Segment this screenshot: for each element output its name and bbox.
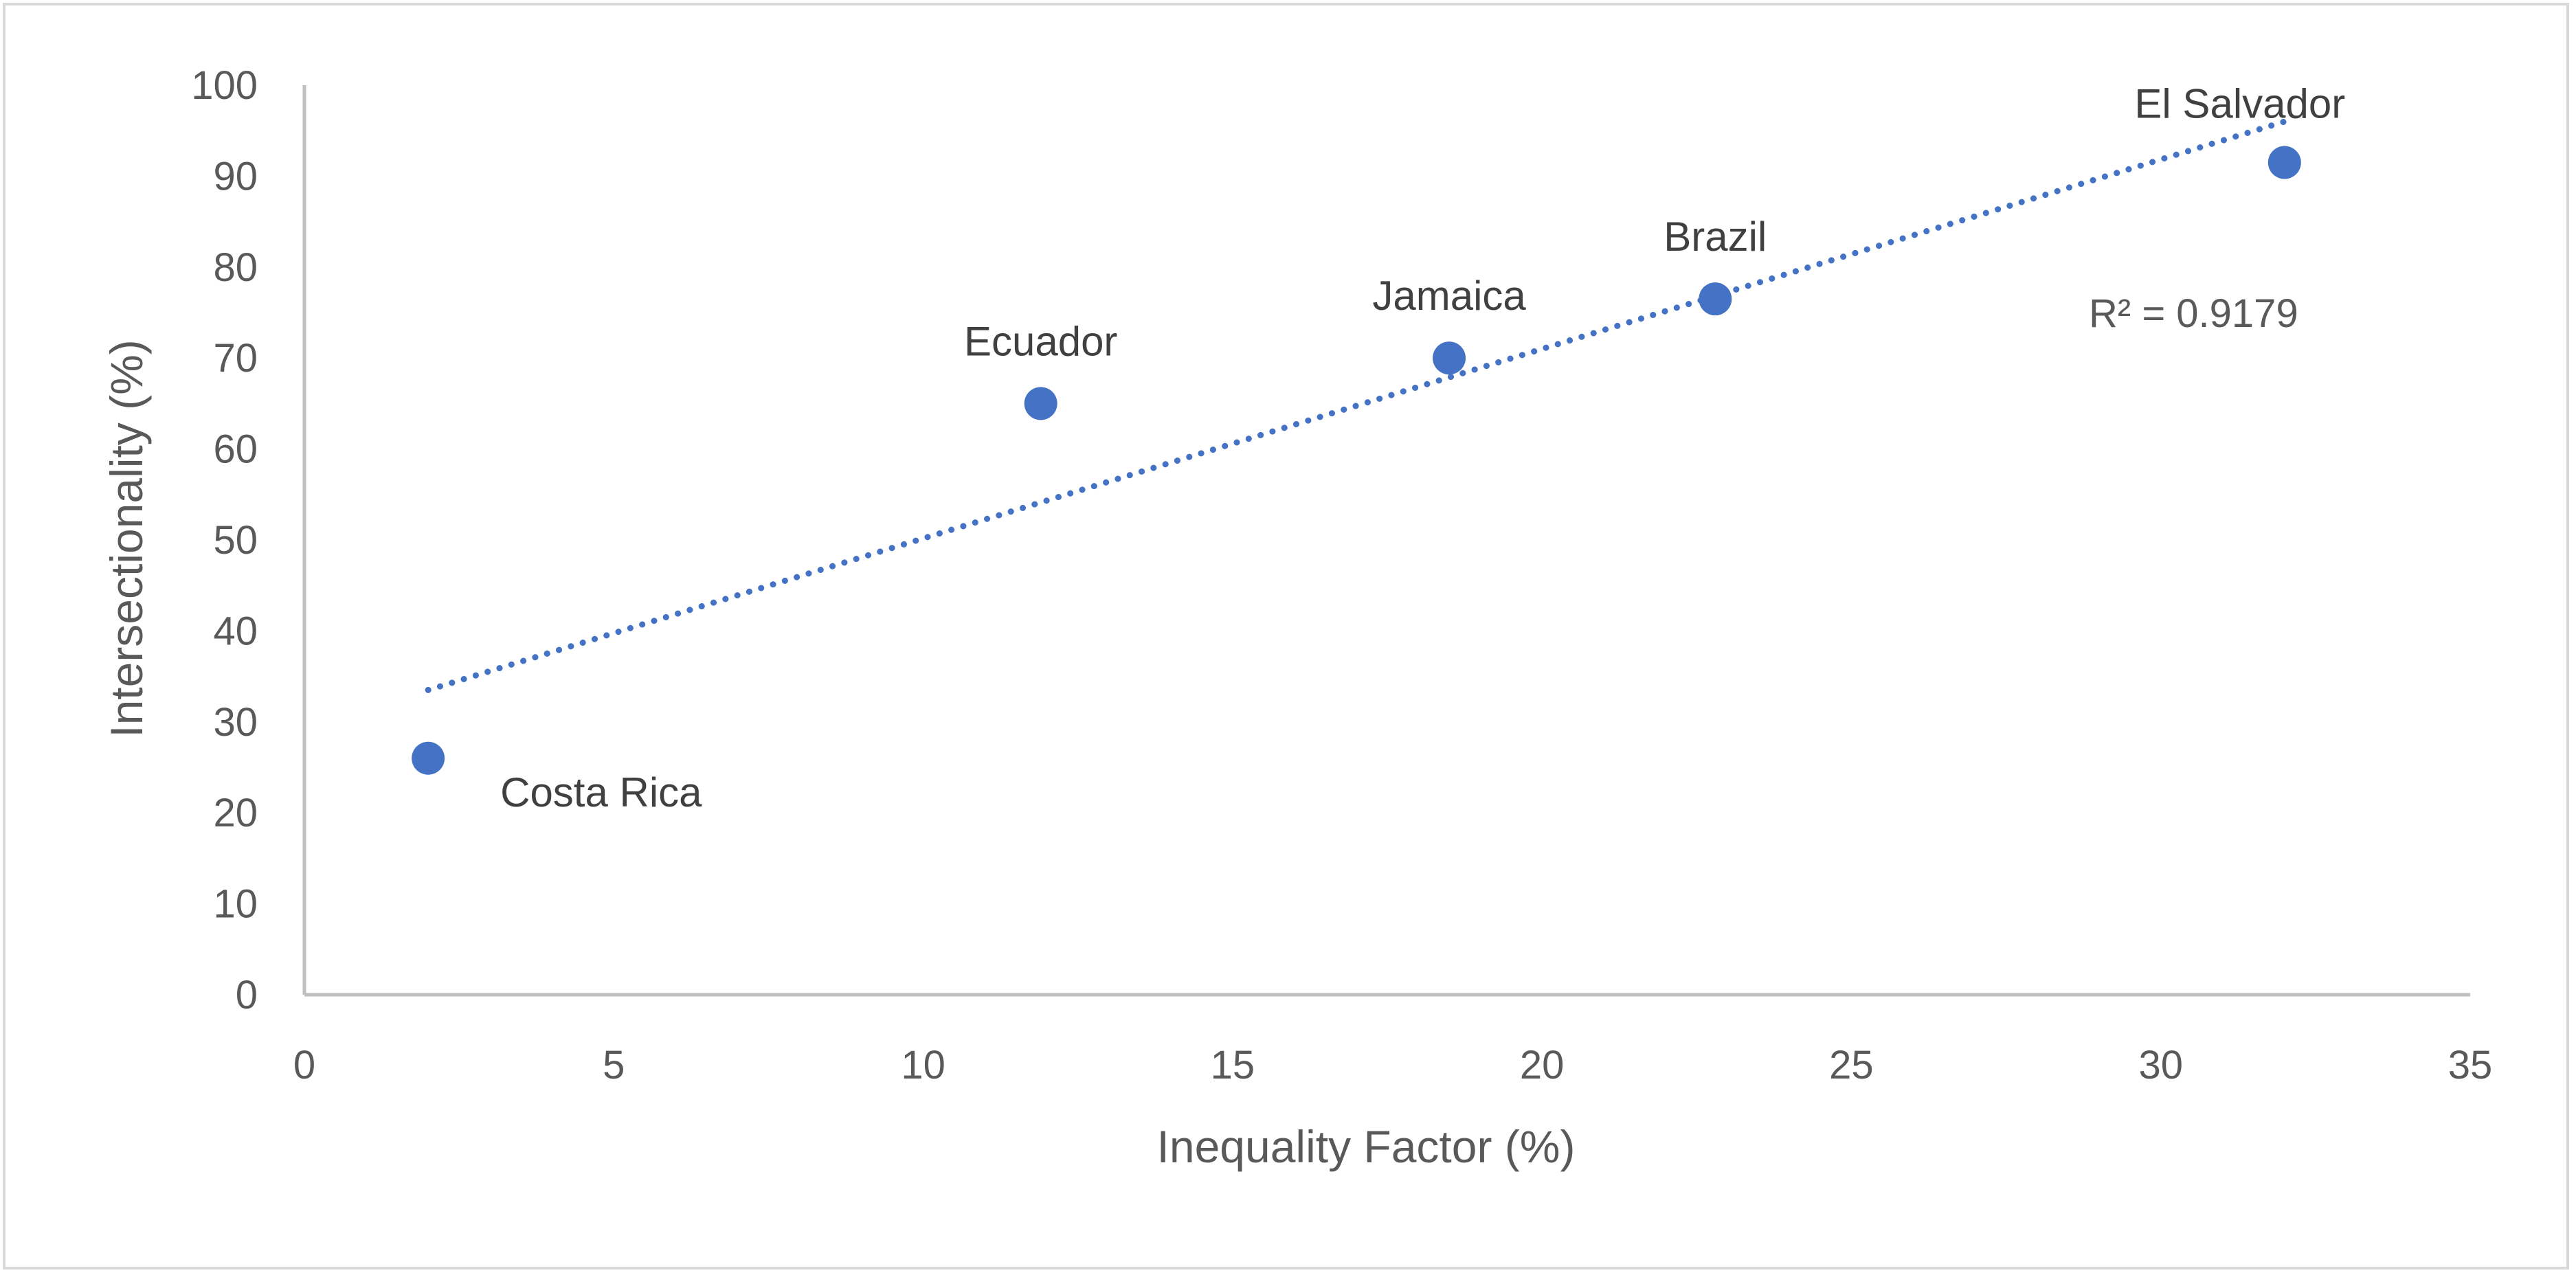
y-tick-labels: 0 10 20 30 40 50 60 70 80 90 100 (191, 63, 258, 1017)
y-tick-label-20: 20 (213, 791, 258, 835)
r-squared-label: R² = 0.9179 (2089, 291, 2298, 336)
y-tick-label-90: 90 (213, 154, 258, 199)
y-tick-label-60: 60 (213, 427, 258, 472)
x-tick-label-35: 35 (2448, 1043, 2493, 1087)
x-tick-label-10: 10 (901, 1043, 945, 1087)
y-tick-label-80: 80 (213, 245, 258, 290)
x-axis-title: Inequality Factor (%) (1157, 1121, 1576, 1172)
data-points (412, 146, 2301, 775)
data-label-brazil: Brazil (1664, 214, 1767, 260)
data-point-jamaica (1433, 341, 1466, 375)
y-tick-label-10: 10 (213, 882, 258, 927)
data-point-costa-rica (412, 741, 445, 775)
chart-frame (3, 3, 2569, 1270)
y-tick-label-70: 70 (213, 336, 258, 381)
data-label-jamaica: Jamaica (1372, 273, 1526, 319)
data-label-ecuador: Ecuador (964, 318, 1117, 364)
y-axis-title: Intersectionality (%) (101, 339, 152, 738)
trendline-group (425, 118, 2288, 693)
data-label-el-salvador: El Salvador (2134, 81, 2345, 127)
x-tick-label-0: 0 (293, 1043, 315, 1087)
data-label-costa-rica: Costa Rica (500, 769, 702, 815)
x-tick-label-5: 5 (603, 1043, 625, 1087)
x-tick-label-20: 20 (1520, 1043, 1565, 1087)
trendline (425, 118, 2288, 693)
data-point-ecuador (1024, 387, 1057, 420)
x-tick-labels: 0 5 10 15 20 25 30 35 (293, 1043, 2492, 1087)
y-tick-label-40: 40 (213, 609, 258, 653)
x-tick-label-25: 25 (1829, 1043, 1874, 1087)
x-tick-label-15: 15 (1211, 1043, 1255, 1087)
y-tick-label-30: 30 (213, 700, 258, 745)
y-tick-label-100: 100 (191, 63, 258, 108)
axes (302, 85, 2470, 997)
y-tick-label-0: 0 (236, 973, 258, 1017)
data-point-labels: Costa Rica Ecuador Jamaica Brazil El Salvado… (500, 81, 2345, 815)
y-tick-label-50: 50 (213, 518, 258, 563)
data-point-el-salvador (2267, 146, 2301, 179)
data-point-brazil (1699, 282, 1732, 316)
x-tick-label-30: 30 (2138, 1043, 2183, 1087)
